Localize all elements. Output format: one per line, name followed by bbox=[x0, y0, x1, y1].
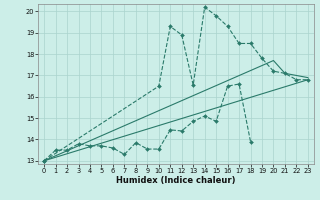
X-axis label: Humidex (Indice chaleur): Humidex (Indice chaleur) bbox=[116, 176, 236, 185]
